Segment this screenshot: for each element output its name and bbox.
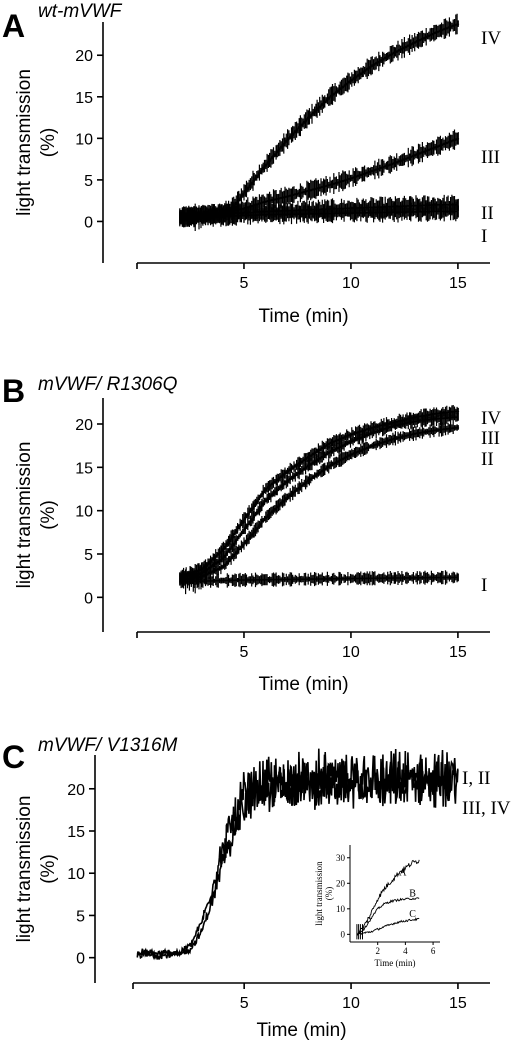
- x-tick-label: 5: [240, 275, 249, 292]
- series-label: III: [481, 428, 500, 449]
- y-axis-label: light transmission (%): [14, 442, 59, 589]
- series-label: IV: [481, 408, 501, 429]
- y-axis-label-line1: light transmission: [14, 442, 35, 589]
- inset-x-axis-label: Time (min): [375, 958, 416, 968]
- y-axis-label-line1: light transmission: [14, 69, 35, 216]
- x-tick-label: 10: [342, 995, 360, 1012]
- y-axis-label-line2: (%): [38, 128, 59, 158]
- y-axis-label-line1: light transmission: [14, 796, 35, 943]
- inset-x-tick-label: 6: [431, 946, 436, 956]
- panel-title: mVWF/ R1306Q: [38, 374, 178, 395]
- x-tick-label: 10: [342, 275, 360, 292]
- inset-y-tick-label: 10: [336, 904, 346, 914]
- series-iv: IV: [179, 13, 501, 228]
- y-axis-label: light transmission (%): [14, 69, 59, 216]
- start-artifact: [179, 569, 206, 595]
- inset-x-tick-label: 4: [403, 946, 408, 956]
- series-label: I: [481, 226, 487, 247]
- inset-series-a: A: [356, 859, 420, 937]
- inset-y-tick-label: 30: [336, 853, 346, 863]
- x-tick-label: 5: [240, 995, 249, 1012]
- inset-y-axis-label-line2: (%): [324, 887, 334, 901]
- inset-y-axis-label: light transmission (%): [314, 861, 334, 926]
- x-axis-label: Time (min): [258, 306, 348, 327]
- panel-title: wt-mVWF: [38, 1, 123, 22]
- inset-series-label: B: [409, 889, 416, 900]
- y-tick-label: 20: [67, 782, 85, 799]
- y-tick-label: 0: [84, 214, 93, 231]
- inset-y-axis-label-line1: light transmission: [314, 861, 324, 926]
- panel-letter: B: [2, 373, 25, 409]
- series-i: I: [179, 569, 487, 596]
- y-tick-label: 0: [76, 951, 85, 968]
- inset-series-line: [356, 859, 420, 937]
- inset-y-tick-label: 20: [336, 878, 346, 888]
- panel-letter: A: [2, 8, 25, 44]
- series-line: [136, 751, 459, 961]
- inset-chart: 0 10 20 30 2 4 6 Time (min) light transmission (%…: [314, 845, 440, 968]
- inset-series-label: C: [409, 909, 416, 920]
- y-tick-label: 15: [75, 90, 93, 107]
- series-iiiiv: III, IV: [136, 751, 511, 961]
- inset-y-tick-label: 0: [341, 929, 346, 939]
- series-label: I, II: [462, 768, 490, 789]
- series-label: I: [481, 575, 487, 596]
- x-tick-label: 15: [449, 995, 467, 1012]
- x-tick-label: 10: [342, 644, 360, 661]
- y-axis-label-line2: (%): [38, 854, 59, 884]
- y-tick-label: 20: [75, 48, 93, 65]
- panel-title: mVWF/ V1316M: [38, 735, 178, 756]
- inset-series-b: B: [356, 889, 420, 936]
- x-tick-label: 15: [449, 275, 467, 292]
- panel-letter: C: [2, 739, 25, 775]
- series-i: I: [179, 201, 487, 247]
- y-axis-label-line2: (%): [38, 500, 59, 530]
- x-axis-label: Time (min): [258, 674, 348, 695]
- series-label: III: [481, 147, 500, 168]
- series-label: IV: [481, 28, 501, 49]
- series-noise: [179, 13, 459, 228]
- start-artifact: [179, 203, 206, 231]
- x-tick-label: 5: [240, 644, 249, 661]
- y-tick-label: 5: [84, 547, 93, 564]
- inset-series-c: C: [356, 909, 420, 936]
- y-tick-label: 15: [75, 460, 93, 477]
- y-tick-label: 15: [67, 824, 85, 841]
- y-tick-label: 5: [84, 173, 93, 190]
- y-tick-label: 10: [75, 131, 93, 148]
- x-tick-label: 15: [449, 644, 467, 661]
- x-axis-label: Time (min): [256, 1020, 346, 1041]
- inset-x-tick-label: 2: [375, 946, 380, 956]
- series-label: III, IV: [462, 798, 511, 819]
- inset-series-label: A: [399, 868, 407, 879]
- y-tick-label: 10: [67, 866, 85, 883]
- inset-series-line: [356, 917, 420, 936]
- inset-series-line: [356, 897, 420, 936]
- series-label: II: [481, 203, 494, 224]
- y-axis-label: light transmission (%): [14, 796, 59, 943]
- y-tick-label: 0: [84, 590, 93, 607]
- series-label: II: [481, 449, 494, 470]
- y-tick-label: 20: [75, 417, 93, 434]
- y-tick-label: 10: [75, 504, 93, 521]
- y-tick-label: 5: [76, 908, 85, 925]
